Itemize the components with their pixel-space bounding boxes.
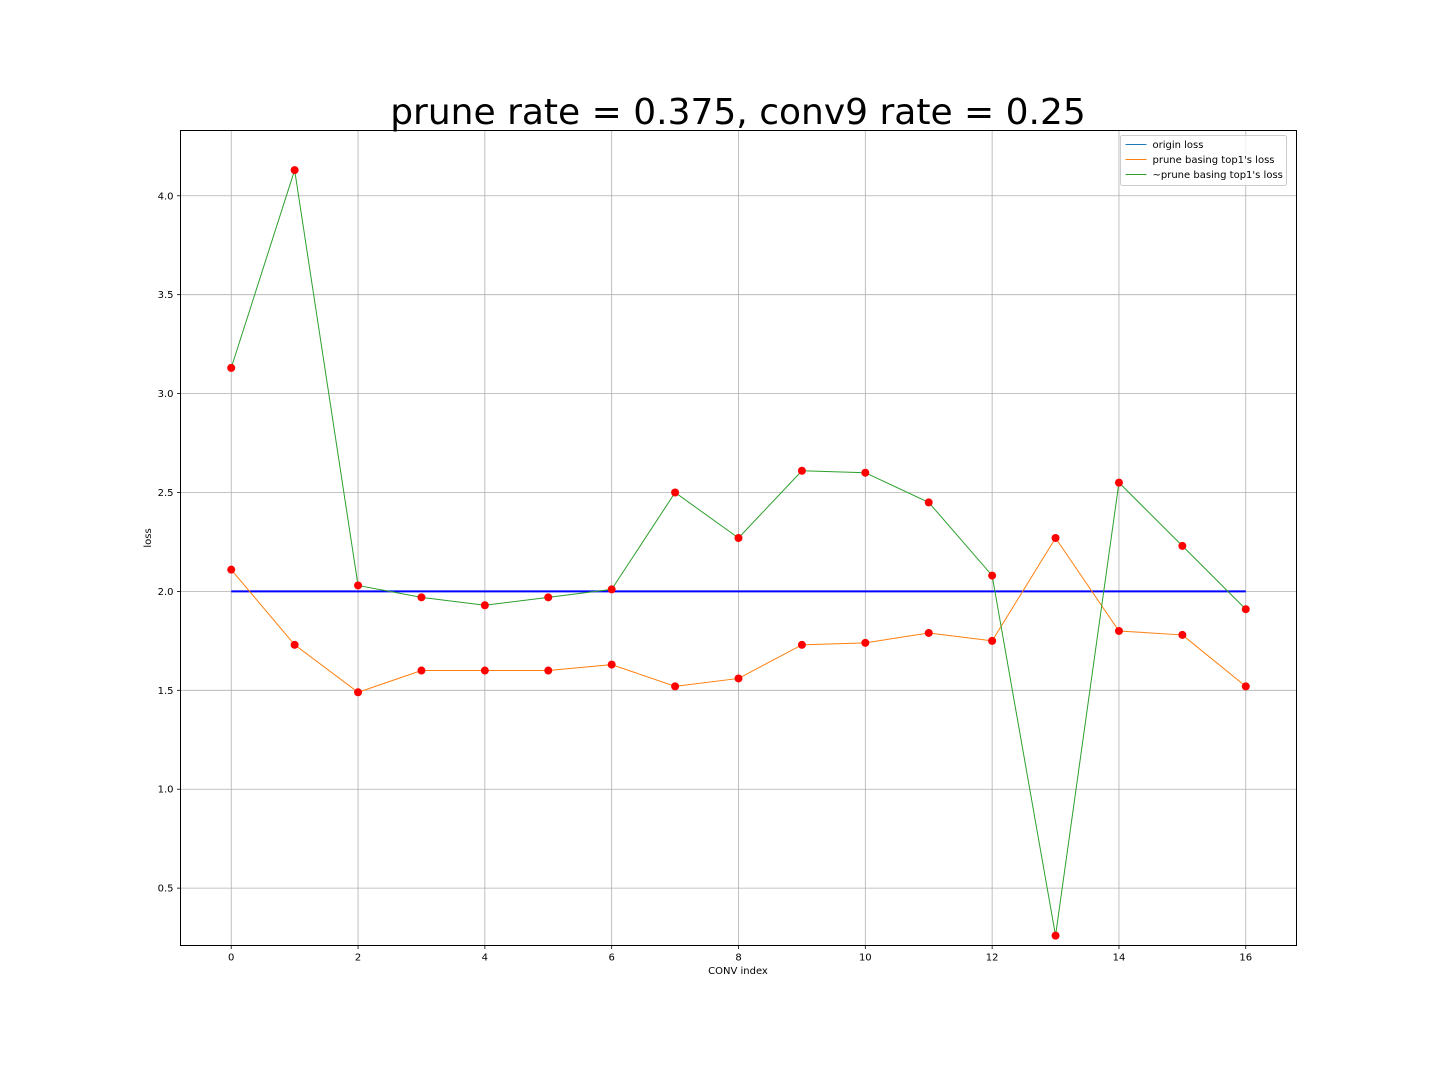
- data-point: [544, 593, 553, 602]
- x-tick-label: 6: [608, 953, 614, 964]
- x-axis-label: CONV index: [708, 966, 768, 977]
- data-point: [1241, 682, 1250, 691]
- data-point: [988, 636, 997, 645]
- data-point: [290, 166, 299, 175]
- data-point: [1051, 931, 1060, 940]
- x-tick-label: 10: [859, 953, 872, 964]
- data-point: [671, 488, 680, 497]
- data-point: [354, 688, 363, 697]
- x-tick-label: 0: [228, 953, 234, 964]
- legend: origin loss prune basing top1's loss ~prun…: [1120, 135, 1287, 186]
- data-point: [924, 628, 933, 637]
- data-point: [1114, 478, 1123, 487]
- data-point: [480, 666, 489, 675]
- data-point: [924, 498, 933, 507]
- data-point: [1178, 541, 1187, 550]
- data-point: [797, 466, 806, 475]
- data-point: [1051, 534, 1060, 542]
- x-tick-label: 16: [1239, 953, 1252, 964]
- y-axis-label: loss: [143, 528, 154, 547]
- data-point: [1241, 605, 1250, 614]
- y-tick-label: 1.0: [158, 785, 174, 796]
- data-point: [290, 640, 299, 649]
- data-point: [861, 468, 870, 477]
- x-tick-label: 8: [735, 953, 741, 964]
- data-point: [1178, 630, 1187, 639]
- data-markers: [227, 166, 1250, 940]
- legend-label: origin loss: [1153, 140, 1204, 151]
- data-point: [544, 666, 553, 675]
- data-point: [607, 660, 616, 669]
- y-tick-label: 0.5: [158, 884, 174, 895]
- data-point: [734, 534, 743, 542]
- legend-label: prune basing top1's loss: [1153, 155, 1275, 166]
- y-tick-label: 3.5: [158, 290, 174, 301]
- data-point: [861, 638, 870, 647]
- chart-title: prune rate = 0.375, conv9 rate = 0.25: [390, 92, 1086, 133]
- data-point: [354, 581, 363, 590]
- legend-label: ~prune basing top1's loss: [1153, 170, 1283, 181]
- data-point: [417, 666, 426, 675]
- x-tick-label: 12: [986, 953, 999, 964]
- axis-ticks: 0 2 4 6 8 10 12 14 16 0.5 1.0 1.5 2.0 2.5 3.0 3.5 4.0: [158, 191, 1253, 963]
- data-point: [988, 571, 997, 580]
- data-point: [797, 640, 806, 649]
- x-tick-label: 2: [355, 953, 361, 964]
- data-point: [1114, 626, 1123, 635]
- data-point: [671, 682, 680, 691]
- x-tick-label: 14: [1113, 953, 1126, 964]
- data-point: [227, 565, 236, 574]
- legend-box: [1120, 135, 1287, 186]
- y-tick-label: 4.0: [158, 191, 174, 202]
- y-tick-label: 2.0: [158, 587, 174, 598]
- data-point: [417, 593, 426, 602]
- data-point: [480, 601, 489, 610]
- y-tick-label: 2.5: [158, 488, 174, 499]
- data-point: [227, 363, 236, 372]
- y-tick-label: 3.0: [158, 389, 174, 400]
- x-tick-label: 4: [482, 953, 488, 964]
- data-point: [607, 585, 616, 594]
- y-tick-label: 1.5: [158, 686, 174, 697]
- data-point: [734, 674, 743, 683]
